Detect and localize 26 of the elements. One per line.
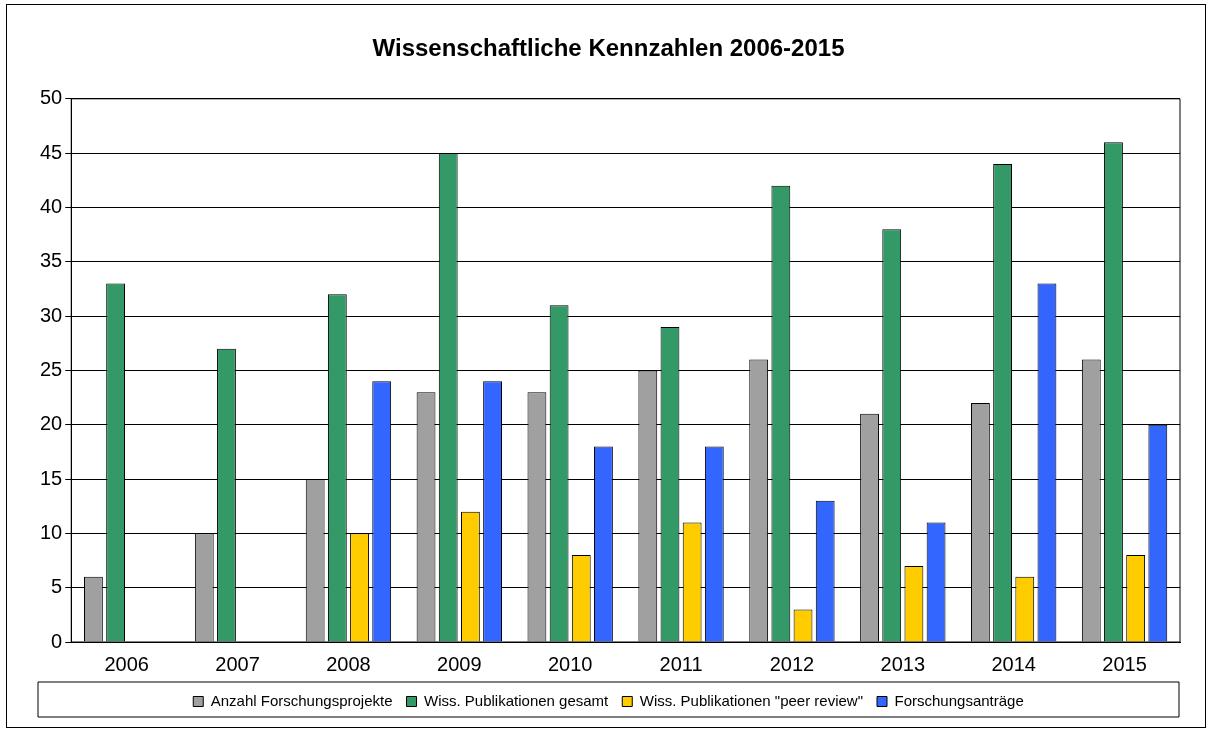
chart-title: Wissenschaftliche Kennzahlen 2006-2015 <box>372 34 845 62</box>
y-tick-label: 25 <box>40 357 63 380</box>
y-tick-label: 30 <box>40 303 63 326</box>
x-tick-label: 2010 <box>547 652 593 675</box>
legend-label: Wiss. Publikationen "peer review" <box>639 691 864 709</box>
y-tick-label: 40 <box>40 194 63 217</box>
x-tick-label: 2012 <box>769 652 815 675</box>
x-tick-label: 2011 <box>659 652 703 675</box>
y-tick-label: 0 <box>51 629 63 652</box>
y-tick-label: 15 <box>40 466 63 489</box>
legend-label: Forschungsanträge <box>894 691 1024 709</box>
legend-label: Wiss. Publikationen gesamt <box>424 691 610 709</box>
x-tick-label: 2013 <box>880 652 926 675</box>
y-tick-label: 45 <box>40 140 63 163</box>
y-tick-label: 20 <box>40 412 63 435</box>
y-tick-label: 5 <box>51 575 63 598</box>
x-tick-label: 2009 <box>437 652 482 675</box>
x-tick-label: 2006 <box>104 652 149 675</box>
x-tick-label: 2014 <box>991 652 1036 675</box>
y-tick-label: 50 <box>40 86 63 109</box>
y-tick-label: 35 <box>40 249 63 272</box>
x-tick-label: 2008 <box>326 652 371 675</box>
x-tick-label: 2007 <box>215 652 260 675</box>
y-tick-label: 10 <box>40 520 63 543</box>
legend-label: Anzahl Forschungsprojekte <box>210 691 393 709</box>
x-tick-label: 2015 <box>1102 652 1147 675</box>
